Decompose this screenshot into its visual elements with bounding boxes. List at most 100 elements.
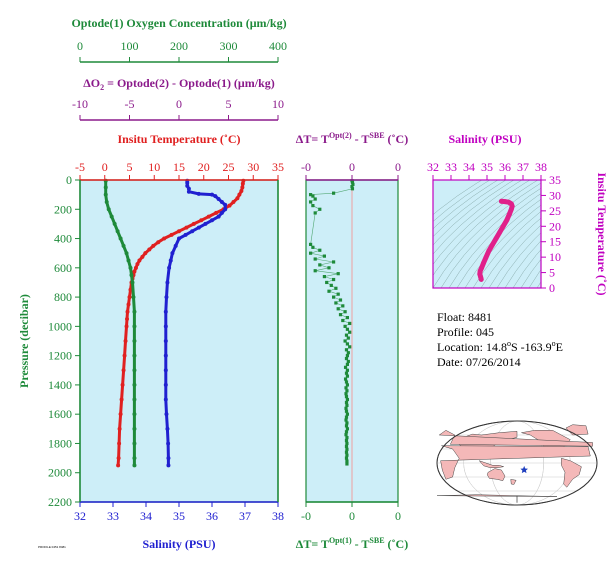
temperature-tick-label: 0 (102, 160, 108, 174)
series-point-temperature (143, 251, 148, 256)
ts-density-contour (528, 269, 541, 288)
delta-t-point (343, 324, 347, 328)
series-point-temperature (124, 324, 129, 329)
float-info: Float: 8481 Profile: 045 Location: 14.8o… (437, 310, 563, 369)
pressure-tick-label: 1600 (48, 407, 72, 421)
ts-density-contour (433, 180, 483, 215)
delta-t-point (345, 453, 349, 457)
series-point-salinity (177, 236, 181, 241)
series-point-temperature (184, 225, 189, 230)
delta-t-point (345, 368, 349, 372)
temperature-tick-label: 30 (247, 160, 259, 174)
ts-temperature-tick-label: 15 (549, 235, 561, 249)
series-point-temperature (133, 265, 138, 270)
ts-salinity-tick-label: 35 (481, 160, 493, 174)
temperature-tick-label: 15 (173, 160, 185, 174)
ts-series-group (477, 198, 515, 282)
delta-t-point (344, 450, 349, 454)
series-point-oxygen (121, 243, 126, 248)
delta-t-bottom-title-end: (˚C) (385, 537, 409, 551)
delta-t-bottom-title-main: ΔT= T (296, 537, 329, 551)
delta-t-point (345, 342, 349, 346)
series-point-oxygen (126, 258, 131, 263)
series-point-temperature (122, 353, 127, 358)
ts-point (483, 254, 489, 260)
temperature-tick-label: 20 (198, 160, 210, 174)
ts-salinity-tick-label: 38 (535, 160, 547, 174)
delta-t-point (336, 307, 340, 311)
ts-density-contour (440, 187, 541, 288)
delta-t-point (313, 257, 317, 261)
oxygen-axis: Optode(1) Oxygen Concentration (μm/kg) 0… (71, 16, 287, 63)
ts-point (506, 199, 511, 205)
series-point-oxygen (132, 412, 137, 417)
delta-t-point (345, 327, 349, 331)
salinity-tick-label: 33 (107, 509, 119, 523)
ts-density-contour (433, 180, 491, 222)
delta-o2-tick-label: 0 (176, 97, 182, 111)
delta-t-point (345, 412, 349, 416)
ts-density-contour (433, 180, 539, 276)
delta-o2-title-sub: 2 (100, 83, 104, 92)
salinity-tick-label: 34 (140, 509, 152, 523)
delta-t-point (345, 421, 349, 425)
series-point-temperature (199, 218, 204, 223)
series-point-salinity (163, 397, 168, 402)
ts-plot-background (433, 180, 541, 288)
series-point-salinity (163, 309, 168, 314)
series-point-oxygen (132, 426, 137, 431)
series-point-salinity (164, 412, 169, 417)
delta-t-point (344, 456, 349, 460)
ts-salinity-tick-label: 36 (499, 160, 511, 174)
temperature-tick-label: 35 (272, 160, 284, 174)
world-map (436, 420, 598, 506)
delta-t-point (345, 459, 349, 463)
delta-t-point (318, 263, 322, 267)
delta-t-point (344, 406, 348, 410)
map-land-polygon (486, 468, 506, 481)
delta-t-point (327, 266, 331, 270)
oxygen-ticks: 0 100 200 300 400 (77, 39, 287, 62)
ts-contour-lines (433, 180, 541, 288)
delta-t-point (332, 277, 336, 282)
ts-temperature-tick-label: 35 (549, 173, 561, 187)
ts-density-contour (433, 180, 507, 237)
delta-t-top-title-main: ΔT= T (296, 132, 329, 146)
series-point-temperature (147, 247, 152, 252)
delta-t-top-tick-label: 0 (395, 160, 401, 174)
delta-t-series-group (309, 179, 355, 466)
delta-t-bottom-tick-label: 0 (349, 509, 355, 523)
ts-temperature-tick-label: 30 (549, 188, 561, 202)
series-point-temperature (237, 192, 242, 197)
ts-density-contour (433, 180, 515, 246)
pressure-tick-label: 2200 (48, 495, 72, 509)
ts-temperature-tick-label: 10 (549, 250, 561, 264)
ts-temperature-axis-title: Insitu Temperature (˚C) (595, 172, 609, 295)
delta-t-point (345, 362, 349, 367)
delta-t-point (350, 180, 355, 184)
series-point-temperature (119, 397, 124, 402)
series-point-temperature (116, 463, 121, 468)
series-point-temperature (135, 262, 140, 267)
delta-t-point (311, 204, 315, 208)
delta-t-point (336, 292, 340, 296)
ts-salinity-tick-label: 37 (517, 160, 529, 174)
ts-density-contour (504, 240, 541, 288)
delta-t-point (318, 248, 322, 252)
map-land-polygon (436, 494, 558, 503)
pressure-tick-label: 1200 (48, 349, 72, 363)
delta-t-top-title: ΔT= TOpt(2) - TSBE (˚C) (296, 131, 408, 146)
ts-point (481, 260, 486, 266)
ts-density-contour (433, 180, 523, 255)
delta-t-point (332, 260, 336, 264)
series-point-salinity (213, 194, 218, 199)
series-point-salinity (186, 186, 191, 191)
delta-t-point (345, 403, 349, 407)
delta-t-point (309, 200, 313, 204)
ts-density-contour (464, 204, 541, 288)
delta-t-point (309, 193, 313, 197)
series-point-oxygen (124, 251, 129, 256)
